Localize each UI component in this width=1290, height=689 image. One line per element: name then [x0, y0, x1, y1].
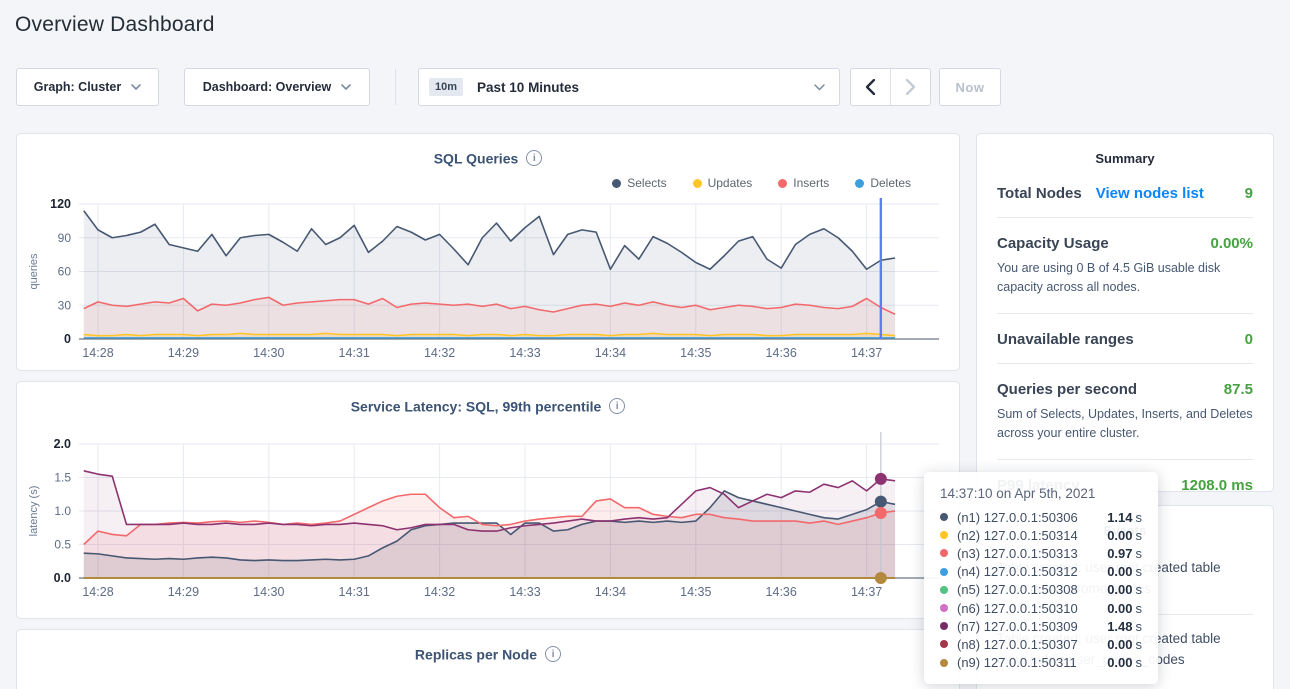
event-item[interactable]: Table created: user root created table m… — [997, 614, 1253, 685]
service-latency-card: Service Latency: SQL, 99th percentile 14… — [16, 381, 960, 619]
summary-row: Queries per second 87.5 Sum of Selects, Up… — [997, 364, 1253, 460]
svg-text:120: 120 — [50, 198, 71, 211]
svg-text:0: 0 — [64, 332, 71, 346]
time-step-back-button[interactable] — [851, 69, 890, 105]
svg-text:0.5: 0.5 — [54, 538, 71, 552]
service-latency-chart-title: Service Latency: SQL, 99th percentile — [351, 398, 602, 414]
summary-row-label: Total Nodes — [997, 185, 1082, 202]
legend-label: Deletes — [870, 176, 911, 190]
summary-row-value: 0 — [1245, 331, 1253, 348]
svg-text:14:32: 14:32 — [424, 585, 455, 599]
summary-row-label: Unavailable ranges — [997, 331, 1134, 348]
dashboard-dropdown-label: Dashboard: Overview — [203, 80, 332, 94]
svg-text:2.0: 2.0 — [54, 437, 71, 451]
graph-dropdown[interactable]: Graph: Cluster — [16, 68, 159, 106]
summary-row-value: 87.5 — [1224, 381, 1253, 398]
summary-row-description: You are using 0 B of 4.5 GiB usable disk… — [997, 259, 1253, 298]
summary-row-label: P99 latency — [997, 477, 1080, 494]
svg-text:60: 60 — [58, 265, 72, 279]
summary-row-description: Sum of Selects, Updates, Inserts, and De… — [997, 405, 1253, 444]
info-icon[interactable] — [609, 398, 625, 414]
time-range-dropdown[interactable]: 10m Past 10 Minutes — [418, 68, 840, 106]
summary-row: Total Nodes View nodes list 9 — [997, 168, 1253, 218]
summary-row-value: 9 — [1245, 185, 1253, 202]
svg-text:14:33: 14:33 — [509, 346, 540, 360]
svg-text:14:31: 14:31 — [339, 585, 370, 599]
svg-text:14:37: 14:37 — [851, 585, 882, 599]
graph-dropdown-label: Graph: Cluster — [34, 80, 122, 94]
legend-label: Inserts — [793, 176, 829, 190]
sql-queries-chart[interactable]: 14:28 14:29 14:30 14:31 14:32 14:33 14:34 14:35… — [17, 198, 961, 370]
svg-text:14:37: 14:37 — [851, 346, 882, 360]
legend-dot — [693, 179, 702, 188]
legend-dot — [612, 179, 621, 188]
svg-text:14:30: 14:30 — [253, 346, 284, 360]
svg-text:1.5: 1.5 — [54, 471, 71, 485]
svg-text:latency (s): latency (s) — [28, 486, 40, 537]
svg-text:30: 30 — [58, 298, 72, 312]
time-range-badge: 10m — [429, 78, 463, 96]
replicas-per-node-card: Replicas per Node — [16, 629, 960, 689]
dashboard-dropdown[interactable]: Dashboard: Overview — [184, 68, 370, 106]
toolbar-divider — [395, 69, 396, 105]
summary-row-label: Capacity Usage — [997, 235, 1109, 252]
info-icon[interactable] — [545, 646, 561, 662]
events-heading: Events — [977, 506, 1273, 538]
chevron-down-icon — [131, 84, 141, 90]
events-panel: Events Table created: user root created … — [976, 505, 1274, 689]
toolbar: Graph: Cluster Dashboard: Overview 10m P… — [0, 68, 1290, 106]
summary-row-value: 1208.0 ms — [1181, 477, 1253, 494]
summary-row-value: 0.00% — [1210, 235, 1253, 252]
time-range-label: Past 10 Minutes — [477, 80, 579, 95]
svg-text:14:36: 14:36 — [766, 346, 797, 360]
svg-text:14:36: 14:36 — [766, 585, 797, 599]
svg-text:14:29: 14:29 — [168, 585, 199, 599]
legend-item-deletes[interactable]: Deletes — [855, 176, 911, 190]
summary-row: Capacity Usage 0.00% You are using 0 B of … — [997, 218, 1253, 314]
legend-dot — [778, 179, 787, 188]
legend-item-updates[interactable]: Updates — [693, 176, 753, 190]
summary-row: Unavailable ranges 0 — [997, 314, 1253, 364]
legend-dot — [855, 179, 864, 188]
svg-text:14:31: 14:31 — [339, 346, 370, 360]
summary-row-label: Queries per second — [997, 381, 1137, 398]
service-latency-chart[interactable]: 14:28 14:29 14:30 14:31 14:32 14:33 14:34 14:35… — [17, 428, 961, 606]
sql-queries-card: SQL Queries Selects Updates Inserts Deletes… — [16, 133, 960, 371]
svg-text:0.0: 0.0 — [54, 571, 71, 585]
summary-row: P99 latency 1208.0 ms — [997, 460, 1253, 509]
chevron-left-icon — [866, 79, 875, 95]
time-step-buttons — [850, 68, 931, 106]
legend-label: Selects — [627, 176, 666, 190]
svg-text:14:35: 14:35 — [680, 346, 711, 360]
svg-text:14:35: 14:35 — [680, 585, 711, 599]
event-item[interactable]: Table created: user root created table m… — [997, 544, 1253, 614]
svg-text:14:29: 14:29 — [168, 346, 199, 360]
sql-queries-chart-title: SQL Queries — [434, 150, 519, 166]
svg-text:14:34: 14:34 — [595, 585, 626, 599]
chevron-right-icon — [906, 79, 915, 95]
svg-text:14:32: 14:32 — [424, 346, 455, 360]
svg-text:90: 90 — [58, 231, 72, 245]
sql-queries-legend: Selects Updates Inserts Deletes — [612, 176, 911, 190]
now-button[interactable]: Now — [939, 68, 1001, 106]
chevron-down-icon — [341, 84, 351, 90]
page-title: Overview Dashboard — [15, 13, 215, 37]
legend-item-inserts[interactable]: Inserts — [778, 176, 829, 190]
time-step-forward-button[interactable] — [890, 69, 930, 105]
view-nodes-list-link[interactable]: View nodes list — [1096, 185, 1204, 202]
info-icon[interactable] — [526, 150, 542, 166]
legend-item-selects[interactable]: Selects — [612, 176, 666, 190]
svg-text:1.0: 1.0 — [54, 504, 71, 518]
svg-text:14:28: 14:28 — [82, 585, 113, 599]
svg-text:queries: queries — [28, 253, 40, 290]
svg-text:14:30: 14:30 — [253, 585, 284, 599]
svg-text:14:28: 14:28 — [82, 346, 113, 360]
replicas-per-node-chart-title: Replicas per Node — [415, 646, 537, 662]
legend-label: Updates — [708, 176, 753, 190]
summary-heading: Summary — [977, 134, 1273, 166]
summary-panel: Summary Total Nodes View nodes list 9 Capac… — [976, 133, 1274, 492]
chevron-down-icon — [814, 84, 825, 91]
svg-text:14:34: 14:34 — [595, 346, 626, 360]
svg-text:14:33: 14:33 — [509, 585, 540, 599]
